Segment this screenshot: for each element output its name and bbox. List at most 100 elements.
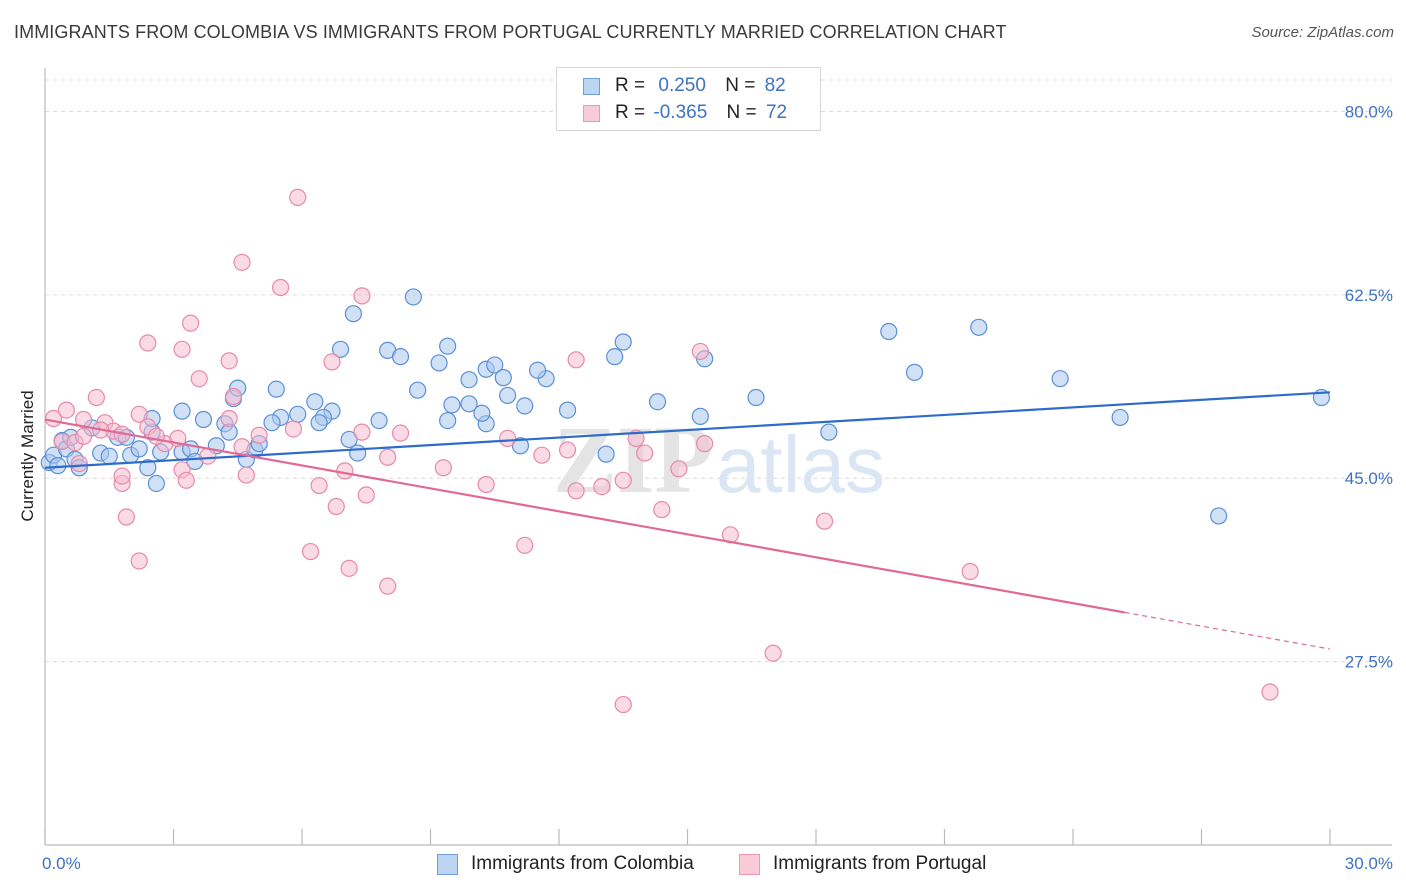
portugal-point — [220, 409, 238, 428]
chart-title: IMMIGRANTS FROM COLOMBIA VS IMMIGRANTS F… — [14, 22, 1007, 42]
colombia-point — [310, 414, 328, 432]
x-tick-label: 30.0% — [1345, 854, 1393, 873]
colombia-point — [439, 411, 457, 430]
y-tick-label: 27.5% — [1345, 653, 1393, 672]
portugal-point — [113, 467, 131, 485]
colombia-point — [100, 447, 118, 465]
correlation-legend: R = 0.250 N = 82 R = -0.365 N = 72 — [556, 67, 821, 131]
portugal-point — [567, 351, 585, 369]
colombia-point — [880, 322, 898, 341]
colombia-point — [443, 396, 461, 414]
colombia-point — [147, 474, 165, 493]
colombia-point — [511, 437, 530, 455]
colombia-point — [820, 423, 838, 441]
portugal-point — [336, 462, 354, 480]
portugal-point — [516, 536, 534, 554]
colombia-point — [267, 380, 285, 398]
colombia-point — [648, 393, 667, 411]
portugal-point — [250, 426, 268, 444]
portugal-swatch — [583, 105, 600, 122]
colombia-point — [404, 288, 422, 306]
portugal-point — [74, 427, 93, 445]
portugal-point — [130, 405, 148, 423]
colombia-point — [331, 340, 350, 358]
colombia-point — [528, 361, 547, 379]
colombia-point — [606, 348, 624, 366]
colombia-point — [473, 404, 491, 422]
colombia-legend-swatch — [437, 854, 458, 875]
colombia-point — [139, 459, 157, 477]
portugal-point — [691, 342, 709, 361]
portugal-point — [130, 552, 148, 570]
portugal-point — [434, 459, 452, 477]
colombia-point — [263, 414, 281, 432]
portugal-point — [477, 475, 495, 494]
colombia-point — [130, 440, 148, 458]
portugal-point — [284, 420, 303, 438]
portugal-point — [310, 476, 328, 495]
portugal-point — [57, 401, 76, 419]
colombia-trend-line — [44, 391, 1331, 469]
colombia-point — [349, 444, 367, 462]
portugal-point — [1261, 683, 1279, 701]
colombia-point — [391, 348, 410, 366]
portugal-point — [87, 388, 106, 407]
legend-n-value: 72 — [765, 102, 788, 123]
y-axis-label: Currently Married — [18, 390, 37, 521]
x-tick-label: 0.0% — [42, 854, 81, 873]
grid-lines — [45, 79, 1392, 663]
portugal-point — [224, 387, 243, 406]
colombia-point — [486, 356, 504, 374]
portugal-point — [533, 446, 551, 464]
portugal-point — [117, 508, 135, 526]
colombia-point — [1051, 370, 1069, 388]
portugal-point — [233, 438, 251, 456]
colombia-point — [516, 397, 534, 415]
legend-n-value: 82 — [764, 75, 786, 96]
y-tick-label: 80.0% — [1345, 102, 1393, 121]
portugal-point — [323, 353, 341, 371]
portugal-point — [391, 424, 410, 442]
y-tick-label: 62.5% — [1345, 286, 1393, 305]
portugal-point — [670, 460, 688, 478]
portugal-point — [627, 429, 645, 447]
colombia-point — [409, 381, 427, 399]
portugal-point — [327, 497, 345, 516]
portugal-point — [139, 334, 157, 352]
portugal-point — [636, 444, 654, 462]
portugal-point — [815, 512, 834, 530]
portugal-point — [696, 435, 714, 453]
colombia-point — [970, 318, 988, 336]
y-tick-labels: 27.5% 45.0% 62.5% 80.0% — [1345, 102, 1393, 671]
portugal-point — [70, 454, 88, 473]
colombia-point — [597, 445, 615, 463]
legend-r-label: R = — [615, 75, 646, 96]
colombia-swatch — [583, 78, 600, 95]
colombia-point — [494, 369, 512, 387]
colombia-point — [558, 401, 577, 419]
colombia-point — [306, 393, 324, 411]
colombia-point — [173, 402, 191, 420]
portugal-point — [764, 644, 782, 662]
portugal-point — [614, 695, 632, 714]
portugal-point — [379, 448, 397, 466]
portugal-point — [182, 314, 200, 332]
portugal-point — [379, 577, 397, 595]
portugal-point — [237, 466, 255, 484]
portugal-point — [289, 188, 307, 206]
colombia-point — [614, 333, 632, 351]
portugal-legend-swatch — [739, 854, 760, 875]
watermark-atlas: atlas — [716, 420, 885, 509]
colombia-legend-label: Immigrants from Colombia — [471, 853, 694, 874]
legend-r-label: R = — [615, 102, 646, 123]
colombia-point — [1111, 408, 1129, 427]
colombia-point — [430, 354, 448, 372]
x-tick-labels: 0.0% 30.0% — [42, 854, 1393, 873]
portugal-point — [173, 340, 191, 358]
colombia-point — [905, 363, 924, 381]
portugal-point — [653, 501, 671, 519]
portugal-point — [357, 486, 375, 504]
portugal-legend-label: Immigrants from Portugal — [773, 853, 987, 874]
portugal-point — [558, 441, 577, 459]
